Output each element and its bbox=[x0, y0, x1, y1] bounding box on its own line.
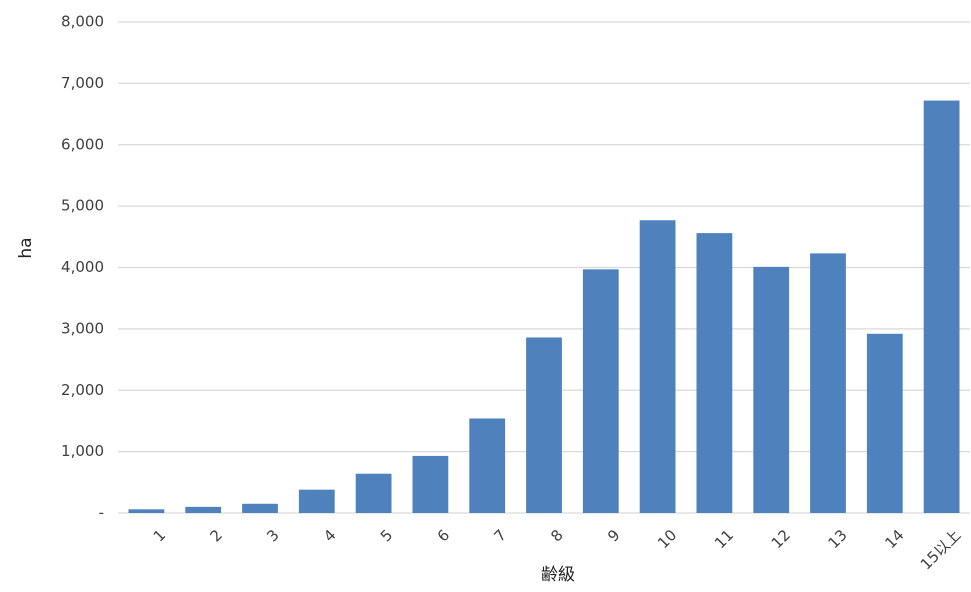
bar-3 bbox=[242, 503, 278, 513]
y-tick-label: 4,000 bbox=[61, 258, 104, 276]
bar-1 bbox=[128, 509, 165, 513]
bar-14 bbox=[866, 333, 903, 513]
x-tick-label: 13 bbox=[825, 526, 851, 552]
x-tick-label: 11 bbox=[711, 526, 737, 552]
x-tick-label: 1 bbox=[150, 526, 169, 545]
x-tick-label: 6 bbox=[434, 526, 453, 545]
x-tick-label: 2 bbox=[206, 526, 225, 545]
bar-10 bbox=[639, 220, 676, 513]
y-tick-label: 6,000 bbox=[61, 135, 104, 153]
bar-13 bbox=[810, 253, 846, 514]
x-tick-label: 7 bbox=[490, 526, 509, 545]
x-tick-label: 14 bbox=[881, 526, 907, 552]
bars bbox=[128, 100, 960, 514]
y-tick-label: 8,000 bbox=[61, 13, 104, 31]
x-tick-label: 15以上 bbox=[917, 526, 964, 573]
y-tick-label: 3,000 bbox=[61, 319, 104, 337]
bar-12 bbox=[753, 266, 790, 513]
y-tick-label: 1,000 bbox=[61, 442, 104, 460]
x-tick-label: 10 bbox=[654, 526, 680, 552]
x-tick-label: 12 bbox=[768, 526, 794, 552]
y-tick-label: 7,000 bbox=[61, 74, 104, 92]
bar-15以上 bbox=[923, 100, 960, 513]
y-tick-label: 5,000 bbox=[61, 197, 104, 215]
bar-11 bbox=[696, 233, 733, 513]
y-axis-ticks: - 1,000 2,000 3,000 4,000 5,000 6,000 7,000 8,00… bbox=[61, 13, 104, 522]
x-tick-label: 3 bbox=[263, 526, 282, 545]
bar-2 bbox=[185, 506, 222, 513]
bar-8 bbox=[526, 337, 562, 513]
bar-4 bbox=[298, 489, 335, 513]
bar-5 bbox=[355, 473, 392, 513]
bar-9 bbox=[582, 269, 619, 513]
y-axis-title: ha bbox=[16, 237, 36, 258]
x-tick-label: 8 bbox=[547, 526, 566, 545]
y-tick-label: - bbox=[99, 504, 104, 522]
x-axis-title: 齢級 bbox=[541, 565, 575, 585]
gridlines bbox=[118, 21, 970, 514]
y-tick-label: 2,000 bbox=[61, 381, 104, 399]
x-tick-label: 4 bbox=[320, 526, 339, 545]
x-tick-label: 5 bbox=[377, 526, 396, 545]
x-tick-label: 9 bbox=[604, 526, 623, 545]
bar-6 bbox=[412, 455, 449, 513]
bar-7 bbox=[469, 418, 506, 513]
